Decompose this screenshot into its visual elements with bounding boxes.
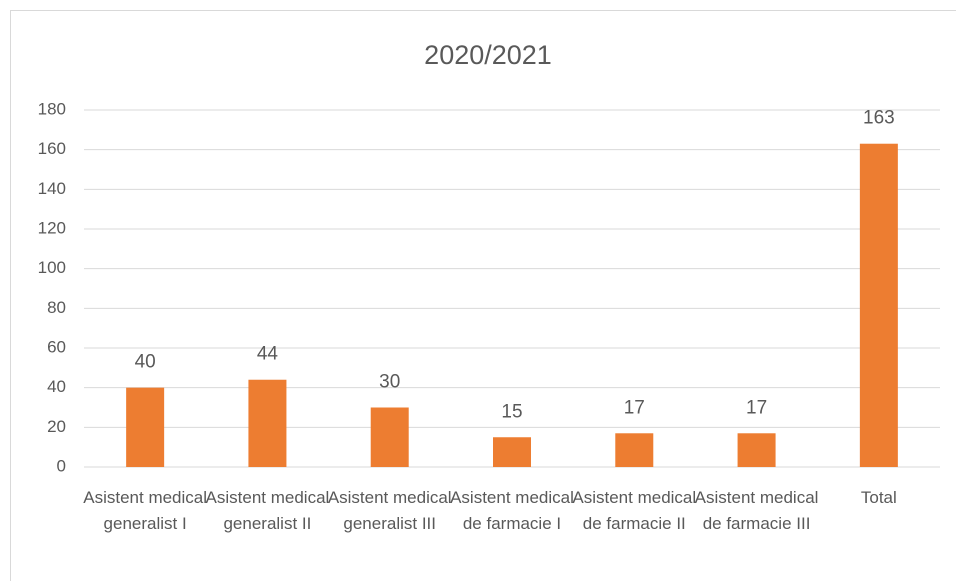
x-tick-label: Asistent medical de farmacie I	[450, 488, 574, 533]
chart-title: 2020/2021	[424, 40, 552, 70]
bar	[493, 437, 531, 467]
x-tick-label: Asistent medical generalist III	[327, 488, 452, 533]
y-tick-label: 80	[47, 298, 66, 317]
chart-border	[10, 10, 956, 581]
bar	[248, 379, 287, 467]
bar	[615, 433, 654, 467]
y-tick-label: 160	[38, 139, 66, 158]
bar	[126, 387, 165, 467]
data-label: 163	[863, 108, 895, 129]
data-label: 17	[624, 397, 645, 418]
y-tick-label: 140	[38, 179, 66, 198]
y-tick-label: 120	[38, 218, 66, 237]
data-label: 44	[257, 344, 279, 365]
x-tick-label: Asistent medical de farmacie II	[572, 488, 697, 533]
y-tick-label: 0	[57, 456, 66, 475]
data-label: 40	[135, 352, 156, 373]
bar	[737, 433, 776, 467]
y-tick-label: 20	[47, 417, 66, 436]
bar	[370, 407, 409, 467]
data-label: 30	[379, 372, 400, 393]
y-tick-label: 60	[47, 337, 66, 356]
x-tick-label: Asistent medical de farmacie III	[694, 488, 819, 533]
bar	[859, 143, 898, 467]
data-label: 17	[746, 397, 767, 418]
x-tick-label: Total	[860, 488, 897, 507]
y-tick-label: 40	[47, 377, 66, 396]
x-tick-label: Asistent medical generalist I	[83, 488, 208, 533]
x-tick-label: Asistent medical generalist II	[205, 488, 330, 533]
y-tick-label: 100	[38, 258, 66, 277]
data-label: 15	[501, 401, 522, 422]
y-tick-label: 180	[38, 99, 66, 118]
